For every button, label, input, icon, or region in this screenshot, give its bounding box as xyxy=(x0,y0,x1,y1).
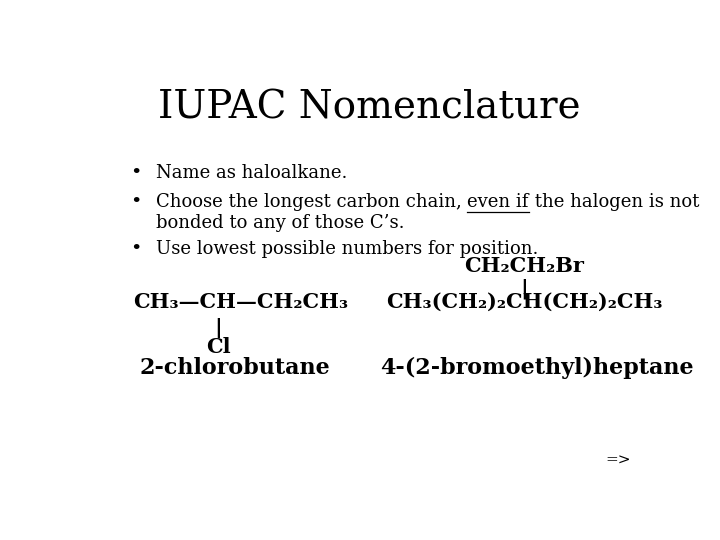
Text: Use lowest possible numbers for position.: Use lowest possible numbers for position… xyxy=(156,240,539,258)
Text: 2-chlorobutane: 2-chlorobutane xyxy=(139,356,330,379)
Text: 4-(2-bromoethyl)heptane: 4-(2-bromoethyl)heptane xyxy=(380,356,694,379)
Text: the halogen is not: the halogen is not xyxy=(528,193,699,211)
Text: CH₃(CH₂)₂CH(CH₂)₂CH₃: CH₃(CH₂)₂CH(CH₂)₂CH₃ xyxy=(386,292,662,312)
Text: •: • xyxy=(130,164,142,182)
Text: CH₃(CH₂)₂CH: CH₃(CH₂)₂CH xyxy=(386,292,542,312)
Text: |: | xyxy=(215,318,222,338)
Text: Name as haloalkane.: Name as haloalkane. xyxy=(156,164,347,182)
Text: =>: => xyxy=(606,454,631,468)
Text: •: • xyxy=(130,193,142,211)
Text: CH₃—: CH₃— xyxy=(133,292,200,312)
Text: Cl: Cl xyxy=(206,336,230,356)
Text: CH₃—CH: CH₃—CH xyxy=(133,292,237,312)
Text: CH₃—CH—CH₂CH₃: CH₃—CH—CH₂CH₃ xyxy=(133,292,348,312)
Text: CH₃(CH₂)₂: CH₃(CH₂)₂ xyxy=(386,292,505,312)
Text: even if: even if xyxy=(467,193,528,211)
Text: bonded to any of those C’s.: bonded to any of those C’s. xyxy=(156,214,405,232)
Text: CH₂CH₂Br: CH₂CH₂Br xyxy=(464,256,584,276)
Text: IUPAC Nomenclature: IUPAC Nomenclature xyxy=(158,90,580,127)
Text: Choose the longest carbon chain,: Choose the longest carbon chain, xyxy=(156,193,467,211)
Text: |: | xyxy=(520,278,528,299)
Text: CH₃—CH—CH₂CH₃: CH₃—CH—CH₂CH₃ xyxy=(133,292,348,312)
Text: •: • xyxy=(130,240,142,258)
